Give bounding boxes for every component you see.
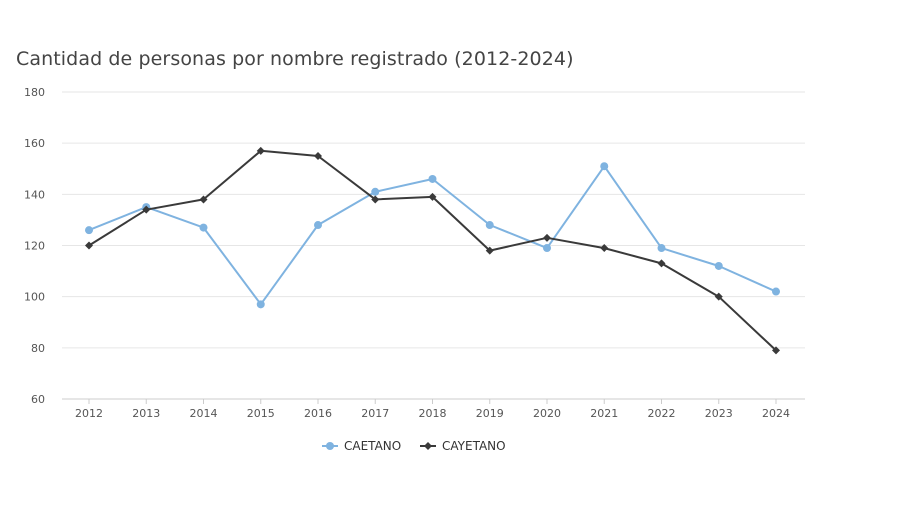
data-point[interactable] bbox=[772, 346, 780, 355]
data-point[interactable] bbox=[714, 292, 723, 301]
data-point[interactable] bbox=[314, 151, 322, 160]
data-point[interactable] bbox=[428, 192, 437, 201]
data-point[interactable] bbox=[256, 300, 265, 309]
data-point[interactable] bbox=[714, 261, 723, 270]
data-point[interactable] bbox=[199, 195, 208, 204]
legend-item-cayetano[interactable]: CAYETANO bbox=[420, 439, 506, 453]
data-point[interactable] bbox=[543, 244, 551, 253]
y-tick-label: 100 bbox=[24, 291, 45, 304]
data-point[interactable] bbox=[371, 187, 380, 196]
legend-item-caetano[interactable]: CAETANO bbox=[322, 439, 401, 453]
data-point[interactable] bbox=[85, 226, 93, 235]
data-point[interactable] bbox=[772, 287, 780, 296]
x-tick-label: 2023 bbox=[705, 407, 733, 420]
data-point[interactable] bbox=[142, 205, 151, 214]
y-tick-label: 180 bbox=[24, 86, 45, 99]
legend-marker bbox=[326, 442, 334, 450]
x-tick-label: 2015 bbox=[247, 407, 275, 420]
data-point[interactable] bbox=[485, 246, 494, 255]
x-tick-label: 2016 bbox=[304, 407, 332, 420]
x-tick-label: 2021 bbox=[590, 407, 618, 420]
y-tick-label: 160 bbox=[24, 137, 45, 150]
data-point[interactable] bbox=[371, 195, 380, 204]
y-axis-ticks: 60 80 100 120 140 160 180 bbox=[24, 86, 45, 406]
x-tick-label: 2014 bbox=[190, 407, 218, 420]
data-point[interactable] bbox=[85, 241, 93, 250]
data-point[interactable] bbox=[485, 221, 494, 230]
series-caetano bbox=[85, 162, 780, 309]
data-point[interactable] bbox=[256, 146, 265, 155]
grid-lines bbox=[62, 91, 805, 400]
series-lines bbox=[85, 146, 780, 355]
legend: CAETANO CAYETANO bbox=[322, 439, 506, 453]
x-tick-label: 2017 bbox=[361, 407, 389, 420]
x-tick-label: 2018 bbox=[419, 407, 447, 420]
x-tick-label: 2024 bbox=[762, 407, 790, 420]
chart-title: Cantidad de personas por nombre registra… bbox=[16, 48, 574, 70]
data-point[interactable] bbox=[657, 244, 666, 253]
data-point[interactable] bbox=[428, 174, 437, 183]
legend-label: CAETANO bbox=[344, 439, 401, 453]
x-tick-label: 2020 bbox=[533, 407, 561, 420]
y-tick-label: 140 bbox=[24, 188, 45, 201]
legend-marker bbox=[424, 442, 432, 450]
x-tick-label: 2022 bbox=[648, 407, 676, 420]
y-tick-label: 120 bbox=[24, 240, 45, 253]
data-point[interactable] bbox=[543, 233, 551, 242]
data-point[interactable] bbox=[600, 162, 609, 171]
x-axis-ticks: 2012 2013 2014 2015 2016 2017 2018 2019 2020 2021… bbox=[75, 399, 790, 420]
series-cayetano bbox=[85, 146, 780, 355]
series-line bbox=[88, 165, 777, 306]
x-tick-label: 2012 bbox=[75, 407, 103, 420]
legend-label: CAYETANO bbox=[442, 439, 506, 453]
x-tick-label: 2019 bbox=[476, 407, 504, 420]
x-tick-label: 2013 bbox=[132, 407, 160, 420]
data-point[interactable] bbox=[600, 244, 609, 253]
data-point[interactable] bbox=[314, 221, 322, 230]
data-point[interactable] bbox=[199, 223, 208, 232]
data-point[interactable] bbox=[657, 259, 666, 268]
y-tick-label: 80 bbox=[31, 342, 45, 355]
y-tick-label: 60 bbox=[31, 393, 45, 406]
